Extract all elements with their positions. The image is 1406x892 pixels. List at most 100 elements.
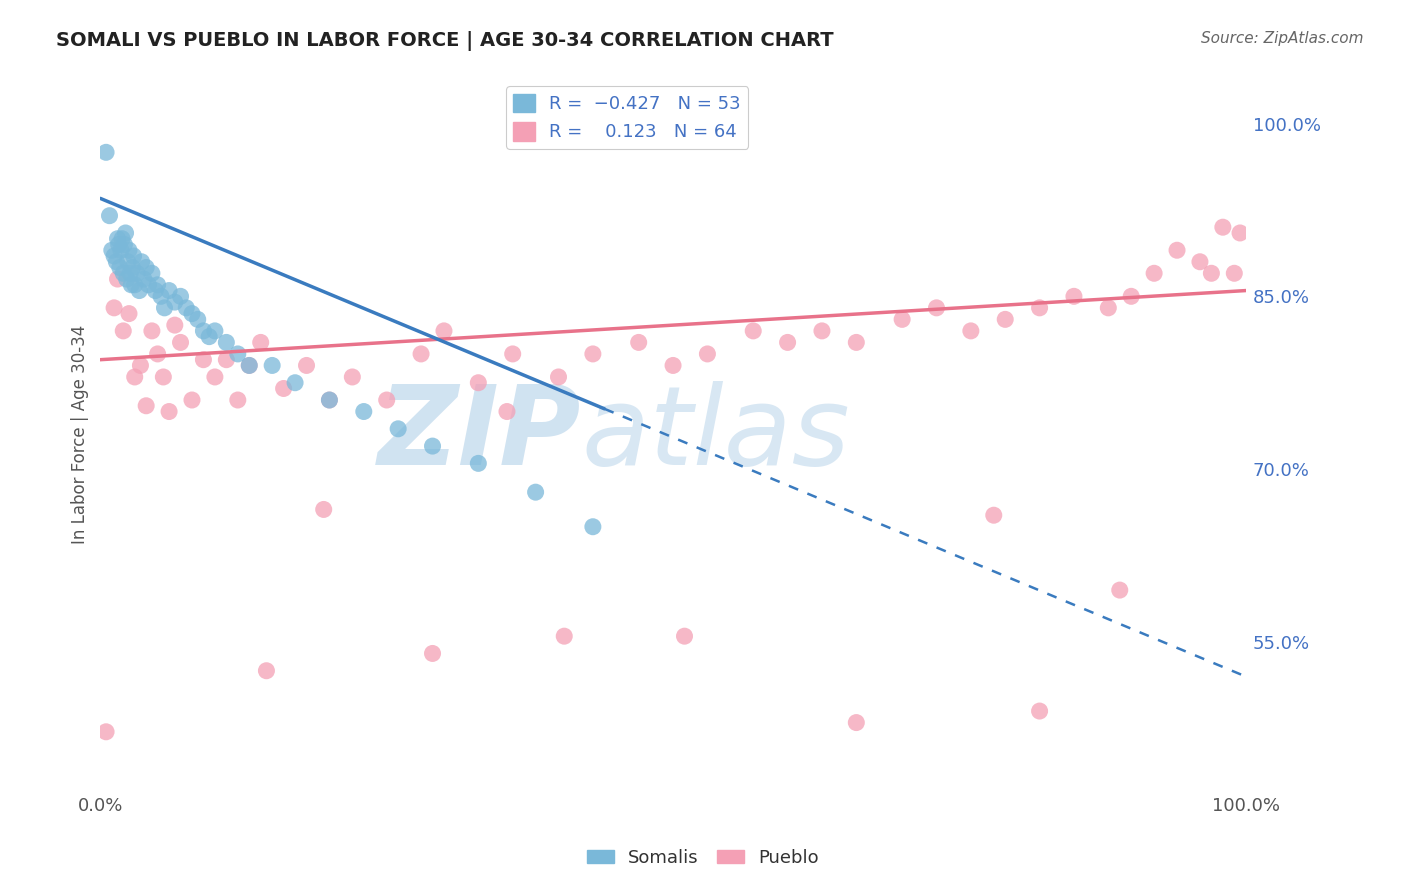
Point	[1188, 254, 1211, 268]
Point	[1028, 704, 1050, 718]
Point	[295, 359, 318, 373]
Point	[107, 272, 129, 286]
Point	[318, 392, 340, 407]
Point	[582, 520, 605, 534]
Point	[198, 329, 221, 343]
Point	[132, 272, 155, 286]
Point	[1201, 266, 1223, 280]
Point	[141, 266, 163, 280]
Point	[107, 237, 129, 252]
Point	[353, 404, 375, 418]
Text: ZIP: ZIP	[378, 381, 582, 488]
Point	[1097, 301, 1119, 315]
Point	[467, 456, 489, 470]
Point	[124, 277, 146, 292]
Point	[215, 352, 238, 367]
Point	[845, 335, 868, 350]
Point	[422, 439, 444, 453]
Text: Source: ZipAtlas.com: Source: ZipAtlas.com	[1201, 31, 1364, 46]
Point	[467, 376, 489, 390]
Point	[387, 422, 409, 436]
Point	[342, 370, 364, 384]
Point	[960, 324, 983, 338]
Point	[1143, 266, 1166, 280]
Point	[135, 260, 157, 275]
Point	[238, 359, 260, 373]
Point	[146, 347, 169, 361]
Point	[1166, 244, 1188, 258]
Point	[128, 284, 150, 298]
Point	[157, 284, 180, 298]
Point	[925, 301, 948, 315]
Point	[226, 392, 249, 407]
Point	[422, 647, 444, 661]
Point	[153, 301, 176, 315]
Text: SOMALI VS PUEBLO IN LABOR FORCE | AGE 30-34 CORRELATION CHART: SOMALI VS PUEBLO IN LABOR FORCE | AGE 30…	[56, 31, 834, 51]
Point	[312, 502, 335, 516]
Point	[1212, 220, 1234, 235]
Point	[254, 664, 277, 678]
Text: atlas: atlas	[582, 381, 851, 488]
Point	[742, 324, 765, 338]
Point	[117, 254, 139, 268]
Point	[138, 277, 160, 292]
Point	[152, 370, 174, 384]
Point	[662, 359, 685, 373]
Y-axis label: In Labor Force | Age 30-34: In Labor Force | Age 30-34	[72, 325, 89, 544]
Point	[1108, 583, 1130, 598]
Legend: Somalis, Pueblo: Somalis, Pueblo	[579, 842, 827, 874]
Legend: R =  −0.427   N = 53, R =    0.123   N = 64: R = −0.427 N = 53, R = 0.123 N = 64	[506, 87, 748, 149]
Point	[891, 312, 914, 326]
Point	[696, 347, 718, 361]
Point	[262, 359, 284, 373]
Point	[101, 244, 124, 258]
Point	[249, 335, 271, 350]
Point	[120, 277, 142, 292]
Point	[627, 335, 650, 350]
Point	[181, 392, 204, 407]
Point	[174, 301, 197, 315]
Point	[845, 715, 868, 730]
Point	[120, 266, 142, 280]
Point	[204, 324, 226, 338]
Point	[193, 352, 215, 367]
Point	[226, 347, 249, 361]
Point	[181, 307, 204, 321]
Point	[524, 485, 547, 500]
Point	[673, 629, 696, 643]
Point	[496, 404, 519, 418]
Point	[169, 289, 191, 303]
Point	[193, 324, 215, 338]
Point	[94, 724, 117, 739]
Point	[121, 260, 143, 275]
Point	[122, 249, 145, 263]
Point	[163, 295, 186, 310]
Point	[124, 370, 146, 384]
Point	[1121, 289, 1143, 303]
Point	[553, 629, 575, 643]
Point	[111, 232, 134, 246]
Point	[1229, 226, 1251, 240]
Point	[114, 226, 136, 240]
Point	[118, 244, 141, 258]
Point	[131, 254, 153, 268]
Point	[776, 335, 799, 350]
Point	[994, 312, 1017, 326]
Point	[215, 335, 238, 350]
Point	[143, 284, 166, 298]
Point	[163, 318, 186, 332]
Point	[112, 266, 135, 280]
Point	[811, 324, 834, 338]
Point	[983, 508, 1005, 523]
Point	[284, 376, 307, 390]
Point	[107, 232, 129, 246]
Point	[169, 335, 191, 350]
Point	[409, 347, 432, 361]
Point	[110, 244, 132, 258]
Point	[375, 392, 398, 407]
Point	[582, 347, 605, 361]
Point	[112, 324, 135, 338]
Point	[187, 312, 209, 326]
Point	[94, 145, 117, 160]
Point	[204, 370, 226, 384]
